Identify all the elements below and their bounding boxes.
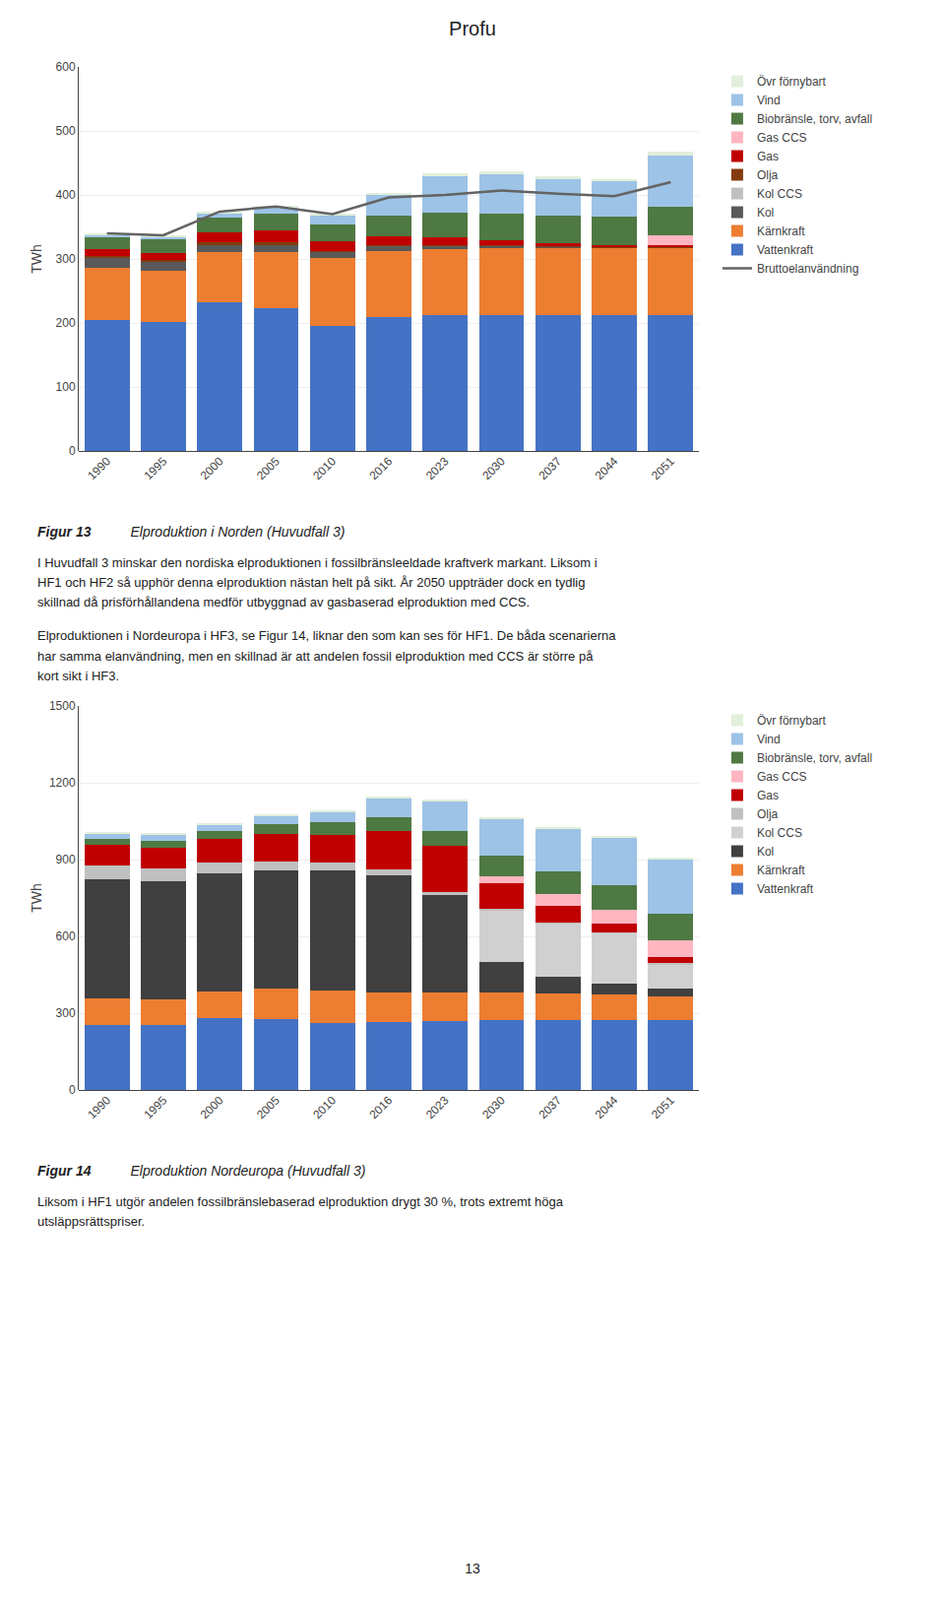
svg-text:1995: 1995: [140, 1092, 170, 1122]
svg-text:2044: 2044: [592, 453, 622, 483]
svg-text:1995: 1995: [140, 453, 170, 483]
svg-text:Biobränsle, torv, avfall: Biobränsle, torv, avfall: [756, 751, 873, 765]
svg-text:2037: 2037: [535, 1092, 565, 1122]
html-text:Figur 14: Figur 14: [37, 1162, 92, 1179]
svg-text:0: 0: [68, 1082, 76, 1097]
svg-text:100: 100: [56, 379, 76, 394]
svg-text:Bruttoelanvändning: Bruttoelanvändning: [756, 261, 859, 276]
svg-text:500: 500: [56, 124, 76, 138]
svg-text:1200: 1200: [49, 775, 76, 790]
html-text:Elproduktion Nordeuropa (Huvud: Elproduktion Nordeuropa (Huvudfall 3): [130, 1162, 366, 1179]
html-text:Elproduktionen i Nordeuropa i: Elproduktionen i Nordeuropa i HF3, se Fi…: [37, 628, 616, 683]
svg-text:TWh: TWh: [28, 882, 45, 913]
svg-text:2044: 2044: [592, 1092, 622, 1122]
svg-text:200: 200: [56, 315, 76, 330]
svg-text:Gas: Gas: [756, 788, 779, 803]
svg-text:TWh: TWh: [28, 244, 45, 274]
svg-text:0: 0: [68, 443, 76, 458]
svg-text:2023: 2023: [423, 1092, 452, 1122]
svg-text:Biobränsle, torv, avfall: Biobränsle, torv, avfall: [756, 112, 873, 126]
svg-text:2037: 2037: [535, 453, 565, 483]
svg-text:Vattenkraft: Vattenkraft: [756, 243, 815, 257]
html-text:Figur 13: Figur 13: [37, 523, 92, 540]
svg-text:Kol CCS: Kol CCS: [756, 825, 803, 840]
html-text:Profu: Profu: [448, 17, 497, 40]
svg-text:900: 900: [56, 852, 76, 867]
svg-text:Kärnkraft: Kärnkraft: [756, 863, 806, 878]
svg-text:Kol CCS: Kol CCS: [756, 187, 803, 201]
svg-text:600: 600: [56, 929, 76, 944]
svg-text:1990: 1990: [84, 1092, 114, 1122]
svg-text:Gas CCS: Gas CCS: [756, 769, 808, 784]
svg-text:Vind: Vind: [756, 93, 781, 108]
svg-text:1500: 1500: [49, 698, 76, 713]
html-text:Elproduktion i Norden (Huvudfa: Elproduktion i Norden (Huvudfall 3): [130, 523, 345, 540]
svg-text:600: 600: [56, 60, 76, 74]
svg-text:300: 300: [56, 252, 76, 266]
svg-text:Övr förnybart: Övr förnybart: [756, 713, 827, 728]
svg-text:Vattenkraft: Vattenkraft: [756, 882, 815, 896]
svg-text:2000: 2000: [197, 1092, 227, 1122]
svg-text:Gas CCS: Gas CCS: [756, 130, 808, 145]
svg-text:300: 300: [56, 1006, 76, 1020]
svg-text:2051: 2051: [648, 1092, 678, 1122]
svg-text:Kol: Kol: [756, 205, 774, 220]
svg-text:2030: 2030: [479, 453, 508, 483]
svg-text:1990: 1990: [84, 453, 114, 483]
html-text:I Huvudfall 3 minskar den nord: I Huvudfall 3 minskar den nordiska elpro…: [37, 555, 598, 610]
svg-text:2023: 2023: [423, 453, 452, 483]
svg-text:2051: 2051: [648, 453, 678, 483]
svg-text:400: 400: [56, 188, 76, 202]
svg-text:Vind: Vind: [756, 732, 781, 747]
html-text:13: 13: [464, 1560, 481, 1576]
svg-text:Gas: Gas: [756, 149, 779, 164]
svg-text:Kärnkraft: Kärnkraft: [756, 224, 806, 239]
html-text:Liksom i HF1 utgör andelen fos: Liksom i HF1 utgör andelen fossilbränsle…: [37, 1193, 564, 1229]
svg-text:Kol: Kol: [756, 844, 774, 859]
svg-text:2010: 2010: [310, 453, 339, 483]
svg-text:2030: 2030: [479, 1092, 508, 1122]
svg-text:Övr förnybart: Övr förnybart: [756, 74, 827, 89]
svg-text:2010: 2010: [310, 1092, 339, 1122]
svg-text:2005: 2005: [253, 453, 283, 483]
svg-text:Olja: Olja: [756, 807, 779, 821]
svg-text:2005: 2005: [253, 1092, 283, 1122]
svg-text:Olja: Olja: [756, 168, 779, 183]
svg-text:2016: 2016: [367, 453, 396, 483]
svg-text:2016: 2016: [367, 1092, 396, 1122]
svg-text:2000: 2000: [197, 453, 227, 483]
